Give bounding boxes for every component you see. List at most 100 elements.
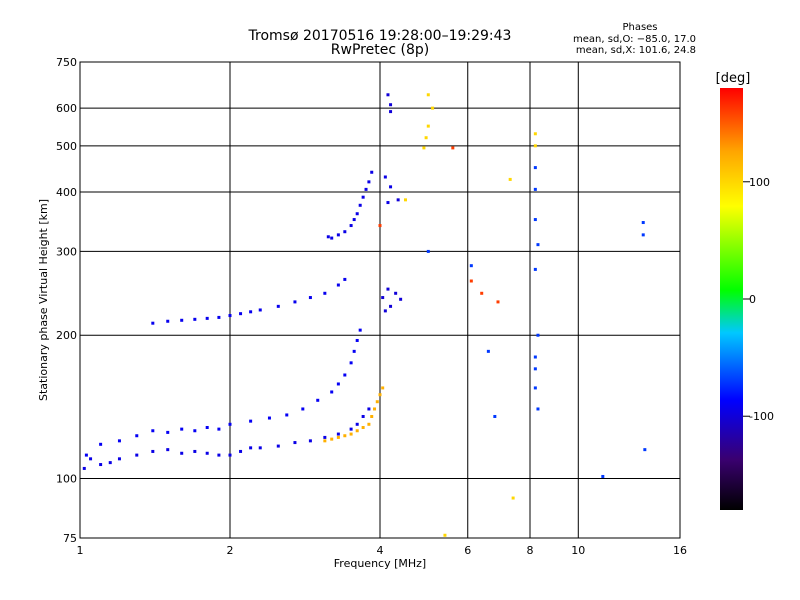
colorbar-ticks: 100 0 -100	[743, 176, 774, 423]
data-point	[330, 390, 334, 394]
data-point	[239, 449, 243, 453]
data-point	[378, 393, 382, 397]
data-point	[508, 177, 512, 181]
data-point	[426, 249, 430, 253]
plot-frame	[79, 61, 681, 539]
y-tick-label: 600	[56, 102, 77, 115]
data-point	[166, 430, 170, 434]
data-point	[228, 314, 232, 318]
data-point	[536, 333, 540, 337]
data-point	[511, 496, 515, 500]
data-point	[394, 291, 398, 295]
y-tick-label: 300	[56, 245, 77, 258]
data-point	[469, 264, 473, 268]
data-point	[480, 291, 484, 295]
data-point	[533, 132, 537, 136]
x-tick-label: 4	[377, 544, 384, 557]
data-point	[135, 453, 139, 457]
x-tick-label: 16	[673, 544, 687, 557]
chart-subtitle: RwPretec (8p)	[331, 42, 429, 58]
data-point	[601, 474, 605, 478]
data-point	[336, 432, 340, 436]
data-point	[536, 243, 540, 247]
data-points	[82, 93, 647, 537]
colorbar-tick-label: 100	[749, 176, 770, 189]
data-point	[330, 437, 334, 441]
data-point	[89, 457, 93, 461]
data-point	[336, 233, 340, 237]
data-point	[249, 310, 253, 314]
data-point	[308, 439, 312, 443]
data-point	[249, 419, 253, 423]
data-point	[249, 446, 253, 450]
data-point	[403, 198, 407, 202]
chart-title: Tromsø 20170516 19:28:00–19:29:43	[248, 28, 512, 44]
data-point	[424, 136, 428, 140]
data-point	[389, 185, 393, 189]
data-point	[533, 166, 537, 170]
y-tick-label: 75	[63, 532, 77, 545]
data-point	[349, 427, 353, 431]
data-point	[533, 218, 537, 222]
data-point	[99, 442, 103, 446]
data-point	[151, 429, 155, 433]
data-point	[323, 291, 327, 295]
x-tick-label: 10	[571, 544, 585, 557]
data-point	[205, 425, 209, 429]
data-point	[239, 312, 243, 316]
data-point	[326, 235, 330, 239]
data-point	[386, 287, 390, 291]
data-point	[378, 224, 382, 228]
data-point	[361, 414, 365, 418]
data-point	[643, 448, 647, 452]
data-point	[367, 407, 371, 411]
data-point	[205, 451, 209, 455]
data-point	[217, 427, 221, 431]
data-point	[343, 230, 347, 234]
data-point	[355, 422, 359, 426]
y-axis-ticks: 75 100 200 300 400 500 600 750	[56, 56, 77, 545]
y-tick-label: 200	[56, 329, 77, 342]
data-point	[355, 338, 359, 342]
grid-layer	[80, 62, 680, 538]
data-point	[496, 300, 500, 304]
x-axis-label: Frequency [MHz]	[334, 557, 426, 570]
data-point	[641, 233, 645, 237]
data-point	[343, 373, 347, 377]
data-point	[336, 382, 340, 386]
data-point	[426, 124, 430, 128]
data-point	[355, 429, 359, 433]
data-point	[99, 463, 103, 467]
data-point	[151, 449, 155, 453]
data-point	[373, 407, 377, 411]
data-point	[193, 429, 197, 433]
data-point	[193, 449, 197, 453]
data-point	[180, 451, 184, 455]
data-point	[343, 277, 347, 281]
data-point	[370, 170, 374, 174]
data-point	[381, 386, 385, 390]
data-point	[82, 466, 86, 470]
data-point	[228, 422, 232, 426]
data-point	[135, 434, 139, 438]
data-point	[533, 187, 537, 191]
y-axis-label: Stationary phase Virtual Height [km]	[37, 199, 50, 401]
data-point	[426, 93, 430, 97]
stats-x-line: mean, sd,X: 101.6, 24.8	[576, 45, 696, 56]
data-point	[180, 318, 184, 322]
data-point	[336, 283, 340, 287]
data-point	[389, 103, 393, 107]
data-point	[193, 317, 197, 321]
data-point	[383, 309, 387, 313]
data-point	[533, 367, 537, 371]
data-point	[536, 407, 540, 411]
data-point	[166, 319, 170, 323]
data-point	[293, 300, 297, 304]
data-point	[386, 201, 390, 205]
data-point	[301, 407, 305, 411]
data-point	[451, 146, 455, 150]
data-point	[108, 461, 112, 465]
data-point	[443, 533, 447, 537]
data-point	[364, 187, 368, 191]
y-tick-label: 750	[56, 56, 77, 69]
